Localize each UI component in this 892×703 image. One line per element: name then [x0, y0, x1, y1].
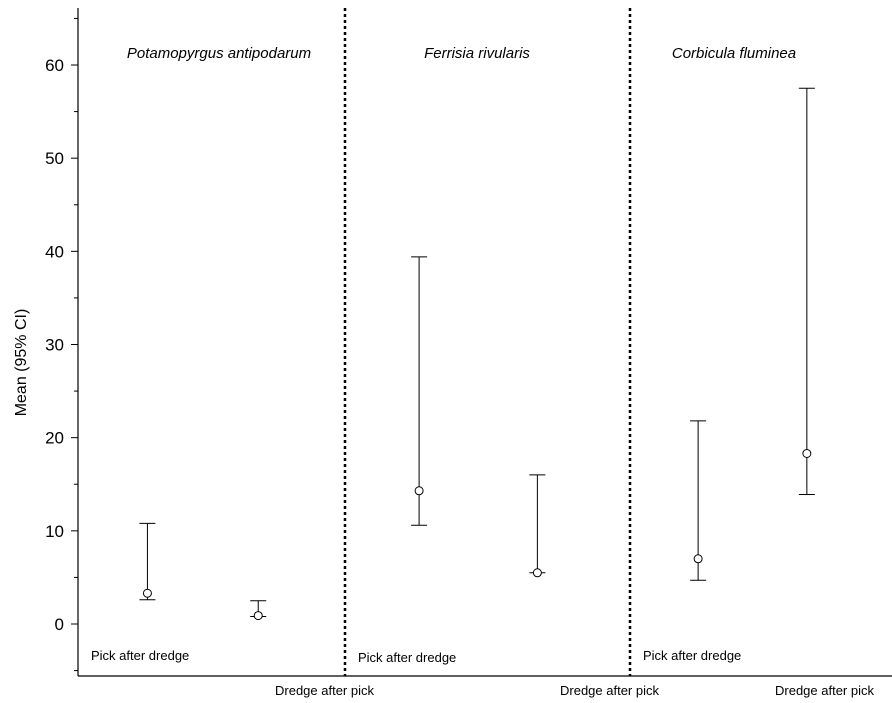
mean-marker: [253, 611, 263, 621]
panels: [343, 8, 632, 676]
y-axis-label: Mean (95% CI): [13, 309, 30, 417]
mean-marker: [532, 568, 542, 578]
error-bar: [690, 420, 707, 581]
mean-marker: [142, 588, 152, 598]
category-label-dredge-after-pick: Dredge after pick: [775, 683, 874, 698]
category-label-pick-after-dredge: Pick after dredge: [91, 648, 189, 663]
error-bar: [250, 600, 267, 621]
y-tick-label: 50: [45, 149, 64, 168]
mean-marker: [414, 486, 424, 496]
y-tick-label: 40: [45, 242, 64, 261]
panel-title: Potamopyrgus antipodarum: [127, 45, 311, 62]
error-bar: [411, 256, 428, 526]
mean-marker: [802, 449, 812, 459]
panel-title: Ferrisia rivularis: [424, 45, 530, 62]
y-tick-label: 20: [45, 429, 64, 448]
error-bar: [139, 522, 156, 601]
labels: Mean (95% CI) Potamopyrgus antipodarum Pic…: [13, 45, 874, 698]
category-label-pick-after-dredge: Pick after dredge: [358, 650, 456, 665]
error-bar: [529, 474, 546, 578]
panel-title: Corbicula fluminea: [672, 45, 796, 62]
y-tick-label: 10: [45, 522, 64, 541]
category-label-dredge-after-pick: Dredge after pick: [560, 683, 659, 698]
category-label-dredge-after-pick: Dredge after pick: [275, 683, 374, 698]
axes: 0 10 20 30 40 50 60: [45, 8, 892, 677]
data-marks: [139, 87, 815, 621]
y-tick-label: 0: [55, 615, 64, 634]
y-tick-label: 30: [45, 336, 64, 355]
error-bar: [798, 87, 815, 495]
category-label-pick-after-dredge: Pick after dredge: [643, 648, 741, 663]
y-tick-label: 60: [45, 56, 64, 75]
mean-marker: [693, 554, 703, 564]
